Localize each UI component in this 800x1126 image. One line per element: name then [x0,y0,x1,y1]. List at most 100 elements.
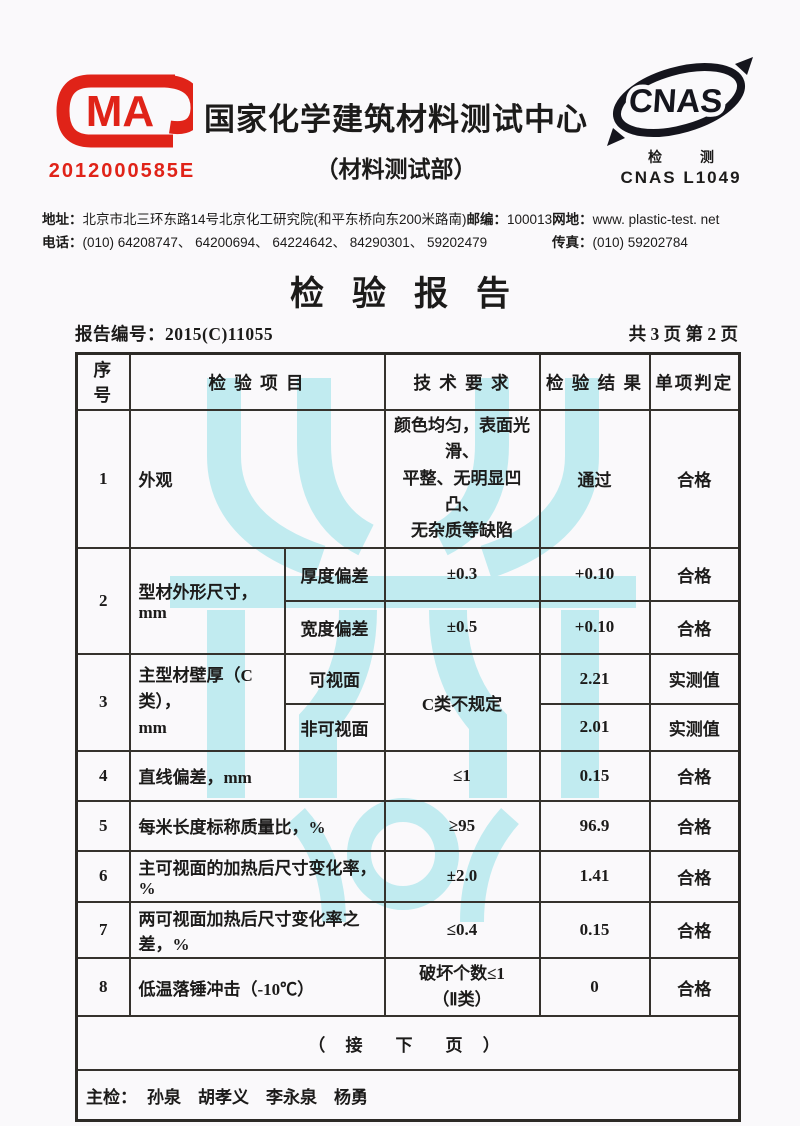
row3-item: 主型材壁厚（C类）， mm [128,652,286,752]
cnas-tag: 检 测 [648,149,726,165]
row8-verdict: 合格 [648,956,741,1018]
row2b-requirement: ±0.5 [383,599,541,655]
row6-no: 6 [75,849,131,903]
row6-result: 1.41 [538,849,651,903]
fax-line: 传真：(010) 59202784 [552,231,760,254]
row3a-result: 2.21 [538,652,651,705]
table-row: 4 直线偏差，mm ≤1 0.15 合格 [75,749,741,802]
page-info: 共 3 页 第 2 页 [628,324,738,344]
zip-line: 邮编：100013 [467,208,553,231]
row7-item: 两可视面加热后尺寸变化率之差，% [128,900,386,959]
row1-no: 1 [75,409,131,549]
phone-value: (010) 64208747、 64200694、 64224642、 8429… [82,235,488,250]
row2a-name: 厚度偏差 [283,546,386,602]
row8-requirement: 破坏个数≤1 （Ⅱ类） [383,956,541,1018]
contact-block: 地址：北京市北三环东路14号北京化工研究院(和平东桥向东200米路南) 邮编：1… [42,208,760,254]
table-row: 7 两可视面加热后尺寸变化率之差，% ≤0.4 0.15 合格 [75,900,741,959]
table-row: 2 型材外形尺寸，mm 厚度偏差 ±0.3 +0.10 合格 [75,546,741,655]
col-header-requirement: 技 术 要 求 [383,352,541,411]
row5-item: 每米长度标称质量比，% [128,799,386,852]
row2-item: 型材外形尺寸，mm [128,546,286,655]
row8-no: 8 [75,956,131,1018]
row6-verdict: 合格 [648,849,741,903]
address-label: 地址： [42,212,83,227]
address-line: 地址：北京市北三环东路14号北京化工研究院(和平东桥向东200米路南) [42,208,467,231]
cma-cert-number: 2012000585E [48,160,196,182]
report-number-label: 报告编号： [75,324,165,344]
fax-label: 传真： [552,235,593,250]
row5-requirement: ≥95 [383,799,541,852]
fax-value: (010) 59202784 [592,235,688,250]
cnas-accreditation-block: CNAS 检 测 CNAS L1049 [592,54,770,188]
row7-verdict: 合格 [648,900,741,959]
col-header-verdict: 单项判定 [648,352,741,411]
table-row: 8 低温落锤冲击（-10℃） 破坏个数≤1 （Ⅱ类） 0 合格 [75,956,741,1018]
svg-text:MA: MA [86,87,154,136]
phone-label: 电话： [42,235,83,250]
row1-verdict: 合格 [648,409,741,549]
report-number-line: 报告编号：2015(C)11055 [75,321,273,346]
cnas-logo-icon: CNAS [607,57,753,146]
table-row: 5 每米长度标称质量比，% ≥95 96.9 合格 [75,799,741,852]
row4-result: 0.15 [538,749,651,802]
row3a-verdict: 实测值 [648,652,741,705]
table-row: 主检： 孙泉 胡孝义 李永泉 杨勇 [75,1069,741,1122]
row7-result: 0.15 [538,900,651,959]
table-row: 宽度偏差 ±0.5 +0.10 合格 [77,599,741,655]
cma-logo-icon: MA [56,74,204,148]
col-header-item: 检 验 项 目 [128,352,386,411]
row3a-name: 可视面 [283,652,386,705]
table-row: 3 主型材壁厚（C类）， mm 可视面 C类不规定 2.21 实测值 [75,652,741,752]
row3-requirement: C类不规定 [383,652,541,752]
row3b-verdict: 实测值 [648,702,741,752]
row2b-name: 宽度偏差 [283,599,386,655]
row2b-verdict: 合格 [648,599,741,655]
row6-item: 主可视面的加热后尺寸变化率，% [128,849,386,903]
table-row: 6 主可视面的加热后尺寸变化率，% ±2.0 1.41 合格 [75,849,741,903]
row8-item: 低温落锤冲击（-10℃） [128,956,386,1018]
row5-result: 96.9 [538,799,651,852]
org-subtitle: （材料测试部） [315,156,477,182]
row2a-result: +0.10 [538,546,651,602]
row7-no: 7 [75,900,131,959]
zip-value: 100013 [507,212,553,227]
inspectors-label: 主检： [86,1087,137,1107]
org-title: 国家化学建筑材料测试中心 [204,102,588,137]
row7-requirement: ≤0.4 [383,900,541,959]
row2a-requirement: ±0.3 [383,546,541,602]
row3b-name: 非可视面 [283,702,386,752]
row4-no: 4 [75,749,131,802]
phone-line: 电话：(010) 64208747、 64200694、 64224642、 8… [42,231,487,254]
table-row: 非可视面 2.01 实测值 [77,702,741,752]
cma-accreditation-block: MA 2012000585E [48,70,204,183]
cnas-cert-number: CNAS L1049 [620,168,742,187]
row3b-result: 2.01 [538,702,651,752]
row4-item: 直线偏差，mm [128,749,386,802]
report-number-value: 2015(C)11055 [165,324,274,344]
web-value: www. plastic-test. net [592,212,720,227]
col-header-no: 序 号 [75,352,131,411]
row2a-verdict: 合格 [648,546,741,602]
row6-requirement: ±2.0 [383,849,541,903]
inspectors-row: 主检： 孙泉 胡孝义 李永泉 杨勇 [75,1069,741,1122]
row5-no: 5 [75,799,131,852]
svg-text:CNAS: CNAS [628,83,724,120]
row3-no: 3 [75,652,131,752]
row5-verdict: 合格 [648,799,741,852]
row4-requirement: ≤1 [383,749,541,802]
row2-no: 2 [75,546,131,655]
table-row: 1 外观 颜色均匀，表面光滑、 平整、无明显凹凸、 无杂质等缺陷 通过 合格 [75,409,741,549]
row8-result: 0 [538,956,651,1018]
row1-result: 通过 [538,409,651,549]
row1-item: 外观 [128,409,386,549]
zip-label: 邮编： [466,212,508,227]
col-header-result: 检 验 结 果 [538,352,651,411]
address-value: 北京市北三环东路14号北京化工研究院(和平东桥向东200米路南) [82,212,467,227]
table-row: （ 接 下 页 ） [75,1015,741,1072]
continuation-note: （ 接 下 页 ） [75,1015,741,1072]
page-title: 检验报告 [290,275,538,313]
results-table: 序 号 检 验 项 目 技 术 要 求 检 验 结 果 单项判定 1 外观 颜色… [75,352,741,1122]
inspectors-names: 孙泉 胡孝义 李永泉 杨勇 [147,1087,368,1107]
row4-verdict: 合格 [648,749,741,802]
